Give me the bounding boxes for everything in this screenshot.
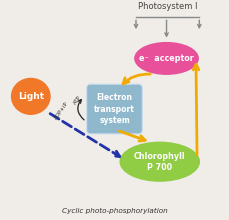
Ellipse shape (12, 79, 50, 114)
Text: Light: Light (18, 92, 44, 101)
Ellipse shape (135, 43, 198, 74)
Text: ADP+iP: ADP+iP (53, 101, 69, 121)
Text: Cyclic photo-phosphorylation: Cyclic photo-phosphorylation (62, 208, 167, 214)
FancyBboxPatch shape (87, 84, 142, 134)
Text: ATP: ATP (72, 95, 82, 106)
Ellipse shape (120, 142, 199, 181)
Text: Electron
transport
system: Electron transport system (94, 93, 135, 125)
Text: Chlorophyll
P 700: Chlorophyll P 700 (134, 152, 185, 172)
Text: Photosystem I: Photosystem I (138, 2, 197, 11)
Text: e⁻  acceptor: e⁻ acceptor (139, 54, 194, 63)
